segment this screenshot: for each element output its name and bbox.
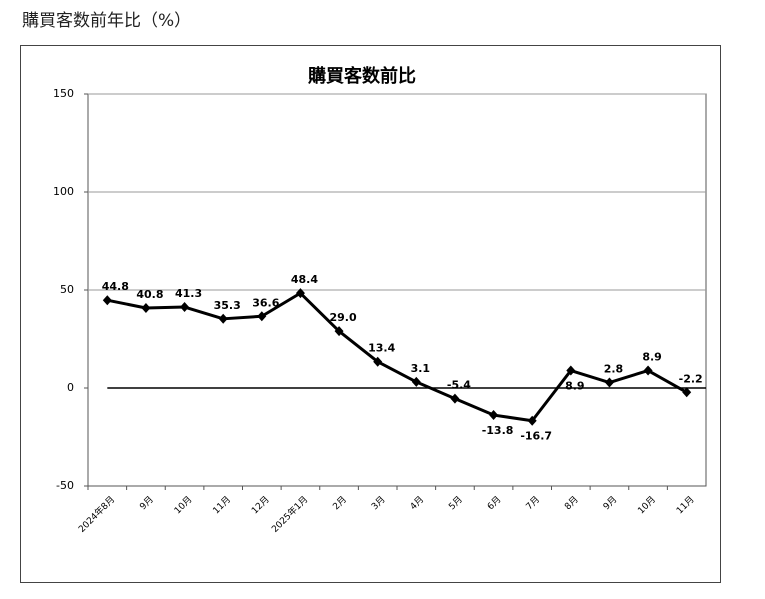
data-marker xyxy=(141,303,151,314)
data-label: 35.3 xyxy=(214,299,241,312)
data-label: 2.8 xyxy=(604,363,624,376)
data-marker xyxy=(334,326,344,337)
data-label: 44.8 xyxy=(102,280,129,293)
data-label: -5.4 xyxy=(447,379,471,392)
data-marker xyxy=(373,356,383,367)
data-marker xyxy=(566,365,576,376)
y-tick-label: 100 xyxy=(53,185,74,198)
data-label: -13.8 xyxy=(482,424,514,437)
data-marker xyxy=(180,302,190,313)
data-marker xyxy=(682,387,692,398)
data-marker xyxy=(604,377,614,388)
data-label: 41.3 xyxy=(175,287,202,300)
data-label: 8.9 xyxy=(565,380,585,393)
page-title: 購買客数前年比（%） xyxy=(22,11,191,31)
chart-frame xyxy=(20,45,721,583)
data-label: 3.1 xyxy=(411,362,431,375)
chart-title: 購買客数前比 xyxy=(307,65,416,87)
y-tick-label: 150 xyxy=(53,87,74,100)
data-line xyxy=(107,291,688,423)
data-label: 36.6 xyxy=(252,296,279,309)
data-marker xyxy=(257,311,267,322)
data-marker xyxy=(218,313,228,324)
data-marker xyxy=(411,376,421,387)
data-label: 8.9 xyxy=(642,351,662,364)
y-tick-label: 50 xyxy=(60,283,74,296)
data-label: -2.2 xyxy=(679,372,703,385)
data-marker xyxy=(643,365,653,376)
data-marker xyxy=(489,410,499,421)
y-tick-label: -50 xyxy=(56,479,74,492)
data-label: 40.8 xyxy=(136,288,163,301)
data-label: 13.4 xyxy=(368,342,395,355)
data-marker xyxy=(102,295,112,306)
data-label: 48.4 xyxy=(291,273,318,286)
data-marker xyxy=(295,288,305,299)
data-label: -16.7 xyxy=(520,430,552,443)
data-marker xyxy=(527,415,537,426)
data-marker xyxy=(450,393,460,404)
data-label: 29.0 xyxy=(329,311,356,324)
y-tick-label: 0 xyxy=(67,381,74,394)
